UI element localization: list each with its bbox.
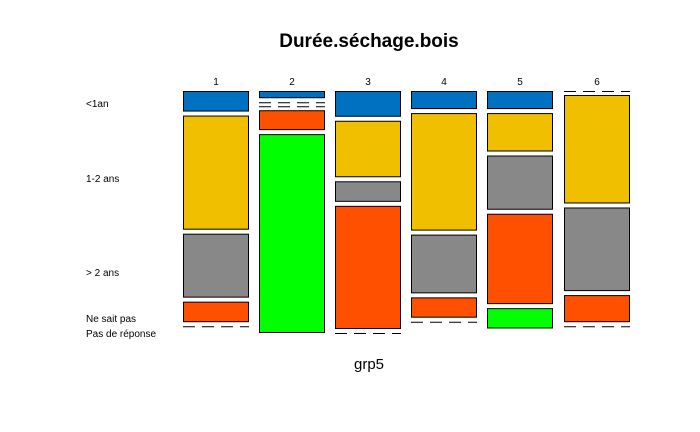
tile-6-ne-sait-pas [564, 295, 630, 323]
tile-3-1-2-ans [335, 120, 401, 178]
row-label-2-ans: > 2 ans [86, 268, 119, 279]
tile-5-2-ans [487, 155, 553, 210]
tile-5-ne-sait-pas [487, 213, 553, 305]
tile-4-1-2-ans [411, 113, 477, 231]
row-label-1-2-ans: 1-2 ans [86, 174, 119, 185]
row-label-1an: <1an [86, 99, 109, 110]
tile-1-1-2-ans [183, 115, 249, 230]
tile-2-pas-de-r-ponse [259, 134, 325, 333]
tile-5-1-2-ans [487, 113, 553, 152]
tile-3-2-ans [335, 181, 401, 202]
column-label-5: 5 [517, 77, 523, 88]
tile-3-1an [335, 91, 401, 117]
column-label-4: 4 [441, 77, 447, 88]
chart-title: Durée.séchage.bois [279, 31, 459, 52]
tile-1-1an [183, 91, 249, 112]
tile-1-2-ans [183, 233, 249, 298]
column-label-3: 3 [365, 77, 371, 88]
column-label-1: 1 [213, 77, 219, 88]
row-label-ne-sait-pas: Ne sait pas [86, 314, 136, 325]
column-labels: 1 2 3 4 5 6 [213, 77, 600, 88]
tile-3-ne-sait-pas [335, 205, 401, 329]
column-label-2: 2 [289, 77, 295, 88]
tile-5-pas-de-r-ponse [487, 308, 553, 329]
row-label-pas-de-r-ponse: Pas de réponse [86, 329, 156, 340]
tile-4-ne-sait-pas [411, 297, 477, 318]
column-label-6: 6 [594, 77, 600, 88]
tile-4-2-ans [411, 234, 477, 294]
tile-6-2-ans [564, 207, 630, 292]
tile-1-ne-sait-pas [183, 301, 249, 323]
tile-6-1-2-ans [564, 95, 630, 204]
row-labels: <1an 1-2 ans > 2 ans Ne sait pas Pas de répo… [86, 99, 156, 340]
x-axis-label: grp5 [354, 356, 384, 373]
tile-5-1an [487, 91, 553, 110]
tile-2-1an [259, 91, 325, 99]
tile-4-1an [411, 91, 477, 110]
tile-2-ne-sait-pas [259, 110, 325, 131]
mosaic-tiles [183, 91, 630, 334]
